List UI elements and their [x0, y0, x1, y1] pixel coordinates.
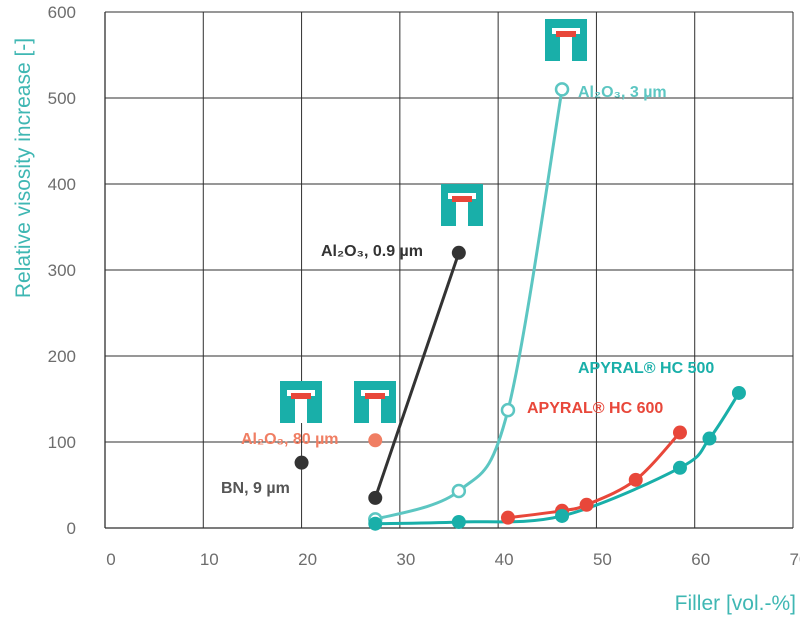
- data-points: [294, 82, 746, 531]
- data-point: [368, 490, 383, 505]
- data-point: [702, 431, 717, 446]
- x-axis-title: Filler [vol.-%]: [675, 592, 796, 615]
- data-point: [451, 483, 467, 499]
- plug-icon: [545, 19, 587, 61]
- y-tick-labels: 0 100 200 300 400 500 600: [48, 3, 76, 538]
- x-tick-label: 50: [593, 550, 612, 569]
- label-al2o3-80um: Al₂O₃, 80 µm: [241, 431, 339, 448]
- data-point: [451, 245, 466, 260]
- x-tick-labels: 0 10 20 30 40 50 60 70: [106, 550, 800, 569]
- y-tick-label: 200: [48, 347, 76, 366]
- data-point: [451, 514, 466, 529]
- y-axis-title: Relative visosity increase [-]: [12, 38, 35, 298]
- label-apyral-hc500: APYRAL® HC 500: [578, 360, 714, 377]
- data-point: [554, 82, 570, 97]
- plug-icon: [280, 381, 322, 423]
- data-point: [579, 497, 594, 512]
- icons: [280, 19, 587, 423]
- x-tick-label: 60: [691, 550, 710, 569]
- data-point: [368, 433, 383, 448]
- data-point: [731, 385, 746, 400]
- x-tick-label: 10: [200, 550, 219, 569]
- x-tick-label: 20: [298, 550, 317, 569]
- data-point: [500, 402, 516, 418]
- label-al2o3-09um: Al₂O₃, 0.9 µm: [321, 243, 423, 260]
- data-point: [368, 516, 383, 531]
- x-tick-label: 0: [106, 550, 115, 569]
- series-line: [373, 252, 461, 499]
- data-point: [672, 460, 687, 475]
- data-point: [500, 510, 515, 525]
- y-tick-label: 300: [48, 261, 76, 280]
- series-lines: [373, 89, 741, 526]
- data-point: [294, 455, 309, 470]
- y-tick-label: 600: [48, 3, 76, 22]
- plug-icon: [441, 184, 483, 226]
- label-bn-9um: BN, 9 µm: [221, 480, 290, 497]
- x-tick-label: 30: [396, 550, 415, 569]
- series-line: [374, 89, 564, 521]
- data-point: [672, 425, 687, 440]
- label-al2o3-3um: Al₂O₃, 3 µm: [578, 84, 667, 101]
- grid: [104, 11, 794, 529]
- plug-icon: [354, 381, 396, 423]
- x-tick-label: 70: [790, 550, 800, 569]
- data-point: [628, 472, 643, 487]
- label-apyral-hc600: APYRAL® HC 600: [527, 400, 663, 417]
- x-tick-label: 40: [495, 550, 514, 569]
- y-tick-label: 0: [67, 519, 76, 538]
- y-tick-label: 100: [48, 433, 76, 452]
- y-tick-label: 500: [48, 89, 76, 108]
- y-tick-label: 400: [48, 175, 76, 194]
- data-point: [555, 508, 570, 523]
